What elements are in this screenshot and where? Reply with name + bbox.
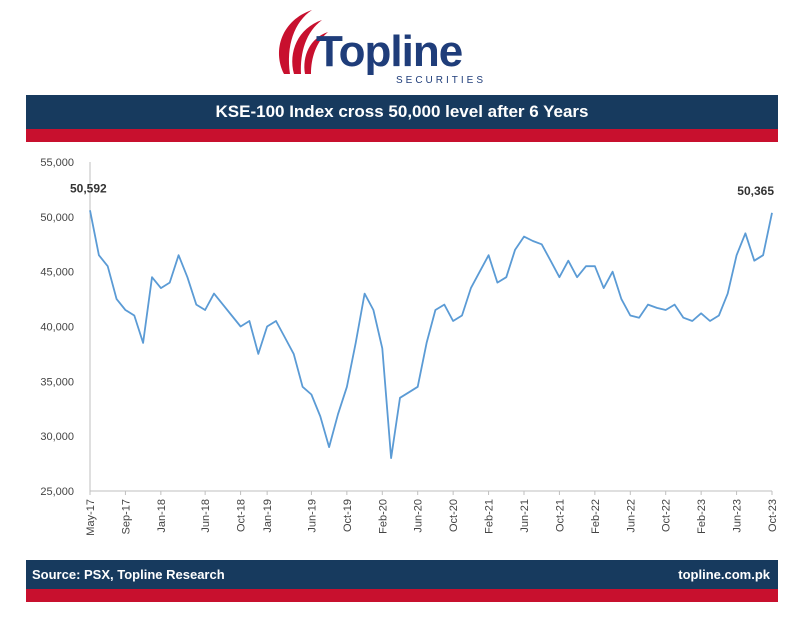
annotations: 50,592 50,365 — [70, 181, 774, 197]
value-annotation: 50,592 — [70, 181, 107, 195]
kse100-line-chart: 25,000 30,000 35,000 40,000 45,000 50,000 55,0… — [40, 157, 779, 536]
x-tick-label: Jun-23 — [732, 499, 744, 533]
y-tick-label: 35,000 — [40, 376, 74, 388]
series-layer — [89, 210, 773, 460]
x-tick-label: Oct-22 — [661, 499, 673, 532]
y-tick-label: 40,000 — [40, 322, 74, 334]
x-tick-label: Jun-22 — [625, 499, 637, 533]
x-tick-label: Jan-18 — [156, 499, 168, 533]
top-accent-bar — [26, 129, 778, 142]
x-tick-label: Feb-22 — [590, 499, 602, 534]
x-tick-label: Oct-19 — [342, 499, 354, 532]
bottom-accent-bar — [26, 589, 778, 602]
logo-subtitle: SECURITIES — [396, 75, 487, 86]
logo-name: Topline — [316, 27, 463, 76]
y-tick-label: 25,000 — [40, 486, 74, 498]
x-tick-label: Jan-19 — [262, 499, 274, 533]
y-tick-label: 30,000 — [40, 431, 74, 443]
x-tick-label: Jun-20 — [413, 499, 425, 533]
y-axis: 25,000 30,000 35,000 40,000 45,000 50,000 55,0… — [40, 157, 91, 498]
source-text: Source: PSX, Topline Research — [32, 567, 225, 582]
y-tick-label: 50,000 — [40, 212, 74, 224]
x-tick-label: Feb-21 — [484, 499, 496, 534]
topline-logo: Topline SECURITIES — [268, 4, 532, 88]
x-tick-label: Feb-20 — [377, 499, 389, 534]
x-tick-label: Jun-21 — [519, 499, 531, 533]
value-annotation: 50,365 — [737, 184, 774, 198]
swoosh-icon — [279, 10, 328, 74]
kse100-series-line — [89, 210, 773, 460]
x-tick-label: Jun-18 — [200, 499, 212, 533]
x-tick-label: Oct-23 — [767, 499, 779, 532]
x-tick-label: Oct-20 — [448, 499, 460, 532]
x-tick-label: Oct-21 — [554, 499, 566, 532]
chart-title-banner: KSE-100 Index cross 50,000 level after 6… — [26, 95, 778, 129]
x-axis: May-17 Sep-17 Jan-18 Jun-18 Oct-18 Jan-19 Jun-… — [85, 490, 779, 536]
y-tick-label: 55,000 — [40, 157, 74, 169]
x-tick-label: Feb-23 — [696, 499, 708, 534]
x-tick-label: May-17 — [85, 499, 97, 536]
y-tick-label: 45,000 — [40, 267, 74, 279]
footer-bar: Source: PSX, Topline Research topline.co… — [26, 560, 778, 589]
x-tick-label: Oct-18 — [236, 499, 248, 532]
x-tick-label: Sep-17 — [120, 499, 132, 534]
x-tick-label: Jun-19 — [306, 499, 318, 533]
website-text: topline.com.pk — [678, 567, 770, 582]
